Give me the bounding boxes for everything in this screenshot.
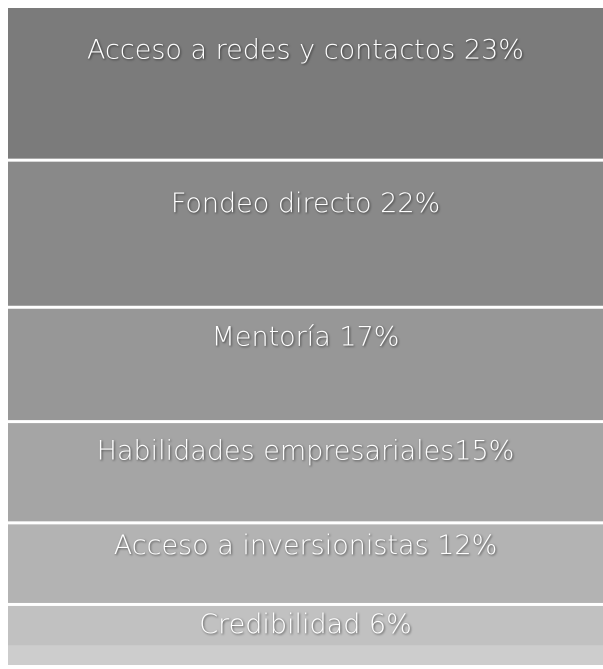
block-label: Fondeo directo 22% [171, 188, 440, 219]
block [8, 161, 603, 306]
block-label: Mentoría 17% [212, 321, 400, 352]
block [8, 308, 603, 421]
block-label: Habilidades empresariales15% [97, 436, 515, 467]
block-label: Acceso a redes y contactos 23% [87, 35, 524, 66]
block [8, 605, 603, 646]
cut-off-block [8, 645, 603, 665]
block [8, 8, 603, 159]
block-label: Acceso a inversionistas 12% [114, 530, 497, 561]
block [8, 524, 603, 603]
block-label: Credibilidad 6% [199, 609, 412, 640]
block [8, 423, 603, 522]
